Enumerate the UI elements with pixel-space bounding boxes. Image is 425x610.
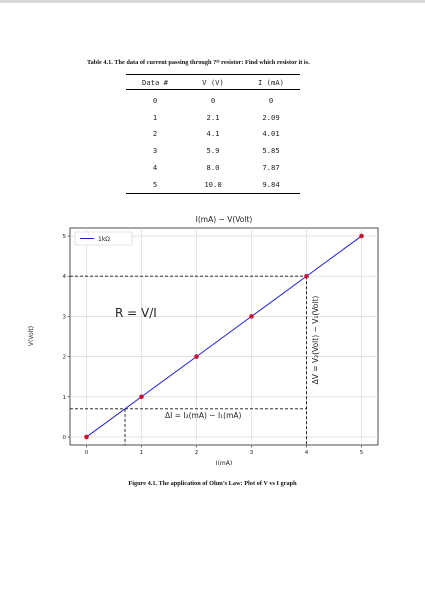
data-point — [359, 233, 364, 239]
table-row: 0 0 0 — [126, 90, 300, 109]
table-cell: 0 — [152, 95, 158, 105]
y-tick-label: 0 — [63, 435, 67, 441]
axis-ticks: 0 1 2 3 4 5 0 1 2 3 4 5 — [63, 234, 364, 456]
legend: 1kΩ — [74, 231, 133, 246]
table-header-row: Data # V (V) I (mA) — [126, 74, 300, 90]
y-tick-label: 1 — [63, 395, 67, 401]
data-point — [304, 273, 309, 279]
figure-caption: Figure 4.1. The application of Ohm’s Law… — [128, 480, 297, 487]
table-row: 5 10.0 9.84 — [126, 175, 300, 194]
table-cell: 10.0 — [184, 175, 242, 194]
table-cell: 5.9 — [206, 146, 220, 156]
x-tick-label: 0 — [85, 450, 89, 456]
data-point — [84, 434, 89, 440]
guide-lines — [70, 275, 307, 445]
data-point — [249, 314, 254, 319]
page-top-border — [0, 0, 425, 3]
table-cell: 7.87 — [262, 163, 280, 173]
x-tick-label: 2 — [195, 450, 199, 456]
table-row: 1 2.1 2.09 — [126, 109, 300, 126]
series-line-1kohm — [86, 235, 362, 438]
table-header-cell: Data # — [126, 74, 184, 90]
x-tick-label: 4 — [305, 450, 309, 456]
table-header-cell: I (mA) — [242, 74, 300, 90]
chart-title: I(mA) − V(Volt) — [196, 215, 253, 224]
table-cell: 2.09 — [262, 112, 280, 122]
table-header-cell: V (V) — [184, 74, 242, 90]
table-cell: 0 — [210, 95, 216, 105]
table-cell: 8.0 — [206, 163, 220, 173]
x-axis-label: I(mA) — [216, 460, 232, 467]
table-cell: 5 — [126, 175, 184, 194]
table-cell: 2 — [152, 129, 158, 139]
legend-label: 1kΩ — [98, 236, 110, 243]
y-tick-label: 3 — [63, 314, 67, 320]
data-table: Data # V (V) I (mA) 0 0 0 1 2.1 2.09 2 4… — [126, 74, 300, 194]
y-tick-label: 5 — [63, 234, 67, 240]
table-row: 2 4.1 4.01 — [126, 126, 300, 143]
data-points — [84, 233, 364, 440]
table-cell: 9.84 — [242, 175, 300, 194]
annotation-delta-i: ΔI = I₂(mA) − I₁(mA) — [165, 411, 242, 420]
y-axis-label: V(Volt) — [28, 326, 35, 346]
table-cell: 1 — [152, 112, 158, 122]
annotation-delta-v: ΔV = V₂(Volt) − V₁(Volt) — [311, 296, 320, 385]
annotation-r-equals-v-over-i: R = V/I — [115, 306, 157, 320]
x-tick-label: 5 — [360, 450, 364, 456]
data-point — [194, 354, 199, 359]
table-cell: 4 — [152, 163, 158, 173]
y-tick-label: 4 — [63, 274, 67, 280]
table-cell: 5.85 — [262, 146, 280, 156]
table-caption: Table 4.1. The data of current passing t… — [87, 59, 310, 66]
x-tick-label: 3 — [250, 450, 254, 456]
table-row: 3 5.9 5.85 — [126, 142, 300, 159]
table-cell: 0 — [268, 95, 274, 105]
legend-box — [74, 231, 133, 246]
ohms-law-chart: I(mA) − V(Volt) 0 1 2 3 4 5 0 1 2 3 4 5 1kΩ R = V/I… — [28, 215, 379, 467]
table-cell: 3 — [152, 146, 158, 156]
table-cell: 2.1 — [206, 112, 220, 122]
table-cell: 4.01 — [262, 129, 280, 139]
y-tick-label: 2 — [63, 355, 67, 361]
table-row: 4 8.0 7.87 — [126, 159, 300, 176]
data-point — [139, 394, 144, 400]
table-cell: 4.1 — [206, 129, 220, 139]
x-tick-label: 1 — [140, 450, 144, 456]
